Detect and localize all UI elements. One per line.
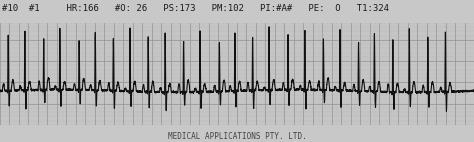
Text: #10  #1     HR:166   #O: 26   PS:173   PM:102   PI:#A#   PE:  O   T1:324: #10 #1 HR:166 #O: 26 PS:173 PM:102 PI:#A… bbox=[2, 4, 389, 13]
Text: MEDICAL APPLICATIONS PTY. LTD.: MEDICAL APPLICATIONS PTY. LTD. bbox=[168, 132, 306, 141]
